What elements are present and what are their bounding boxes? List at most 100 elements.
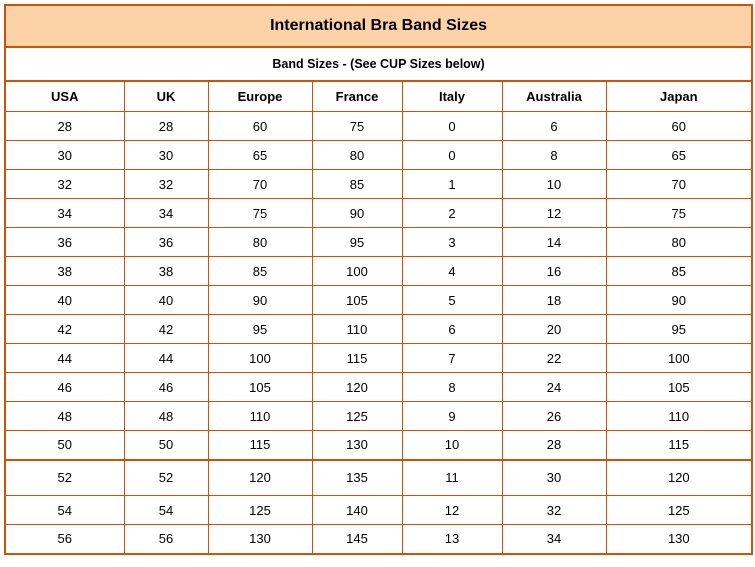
table-cell: 85 [311,169,403,199]
table-row: 42 42 95 110 6 20 95 [4,314,753,344]
table-row: 36 36 80 95 3 14 80 [4,227,753,257]
table-cell: 80 [311,140,403,170]
table-cell: 44 [123,343,209,373]
table-cell: 52 [4,459,125,496]
table-cell: 125 [207,495,313,525]
table-cell: 0 [401,140,503,170]
table-cell: 30 [501,459,607,496]
column-header-uk: UK [123,80,209,112]
table-cell: 65 [207,140,313,170]
table-cell: 130 [605,524,753,554]
table-cell: 60 [605,111,753,141]
table-cell: 80 [605,227,753,257]
table-row: 56 56 130 145 13 34 130 [4,524,753,554]
table-cell: 13 [401,524,503,554]
table-cell: 56 [123,524,209,554]
table-cell: 6 [501,111,607,141]
table-cell: 28 [123,111,209,141]
table-row: 38 38 85 100 4 16 85 [4,256,753,286]
table-cell: 50 [4,430,125,460]
table-cell: 3 [401,227,503,257]
table-cell: 85 [207,256,313,286]
table-cell: 95 [311,227,403,257]
table-cell: 145 [311,524,403,554]
table-cell: 20 [501,314,607,344]
table-cell: 8 [501,140,607,170]
table-cell: 32 [501,495,607,525]
table-cell: 120 [311,372,403,402]
table-cell: 28 [4,111,125,141]
table-row: 48 48 110 125 9 26 110 [4,401,753,431]
table-cell: 40 [4,285,125,315]
table-cell: 75 [605,198,753,228]
table-cell: 24 [501,372,607,402]
table-cell: 34 [123,198,209,228]
table-row: 52 52 120 135 11 30 120 [4,459,753,496]
table-cell: 95 [207,314,313,344]
table-cell: 44 [4,343,125,373]
table-cell: 18 [501,285,607,315]
table-cell: 32 [123,169,209,199]
table-cell: 100 [605,343,753,373]
table-cell: 38 [123,256,209,286]
table-cell: 75 [207,198,313,228]
table-cell: 42 [123,314,209,344]
table-cell: 110 [207,401,313,431]
table-cell: 56 [4,524,125,554]
table-cell: 130 [311,430,403,460]
table-row: 40 40 90 105 5 18 90 [4,285,753,315]
table-cell: 52 [123,459,209,496]
table-cell: 110 [605,401,753,431]
table-cell: 16 [501,256,607,286]
table-cell: 125 [311,401,403,431]
table-cell: 54 [123,495,209,525]
table-cell: 6 [401,314,503,344]
column-header-italy: Italy [401,80,503,112]
table-cell: 38 [4,256,125,286]
table-row: 54 54 125 140 12 32 125 [4,495,753,525]
table-cell: 40 [123,285,209,315]
table-cell: 10 [501,169,607,199]
table-cell: 70 [605,169,753,199]
table-cell: 115 [311,343,403,373]
table-cell: 46 [123,372,209,402]
table-cell: 30 [4,140,125,170]
table-title-row: International Bra Band Sizes [4,4,753,48]
table-cell: 65 [605,140,753,170]
table-title: International Bra Band Sizes [4,4,753,48]
table-cell: 105 [311,285,403,315]
table-cell: 12 [501,198,607,228]
table-row: 28 28 60 75 0 6 60 [4,111,753,141]
table-cell: 12 [401,495,503,525]
table-cell: 90 [605,285,753,315]
column-header-europe: Europe [207,80,313,112]
table-cell: 130 [207,524,313,554]
table-cell: 95 [605,314,753,344]
table-cell: 22 [501,343,607,373]
table-cell: 115 [207,430,313,460]
table-cell: 42 [4,314,125,344]
table-row: 32 32 70 85 1 10 70 [4,169,753,199]
table-cell: 90 [311,198,403,228]
table-cell: 28 [501,430,607,460]
table-cell: 125 [605,495,753,525]
table-cell: 4 [401,256,503,286]
table-cell: 26 [501,401,607,431]
table-cell: 140 [311,495,403,525]
table-subtitle: Band Sizes - (See CUP Sizes below) [4,46,753,82]
table-row: 34 34 75 90 2 12 75 [4,198,753,228]
table-cell: 115 [605,430,753,460]
table-cell: 0 [401,111,503,141]
table-cell: 120 [605,459,753,496]
table-cell: 36 [4,227,125,257]
column-header-france: France [311,80,403,112]
table-cell: 110 [311,314,403,344]
table-cell: 10 [401,430,503,460]
table-cell: 90 [207,285,313,315]
table-cell: 8 [401,372,503,402]
band-sizes-table-container: International Bra Band Sizes Band Sizes … [4,4,754,555]
table-cell: 11 [401,459,503,496]
table-cell: 60 [207,111,313,141]
table-cell: 120 [207,459,313,496]
table-cell: 2 [401,198,503,228]
